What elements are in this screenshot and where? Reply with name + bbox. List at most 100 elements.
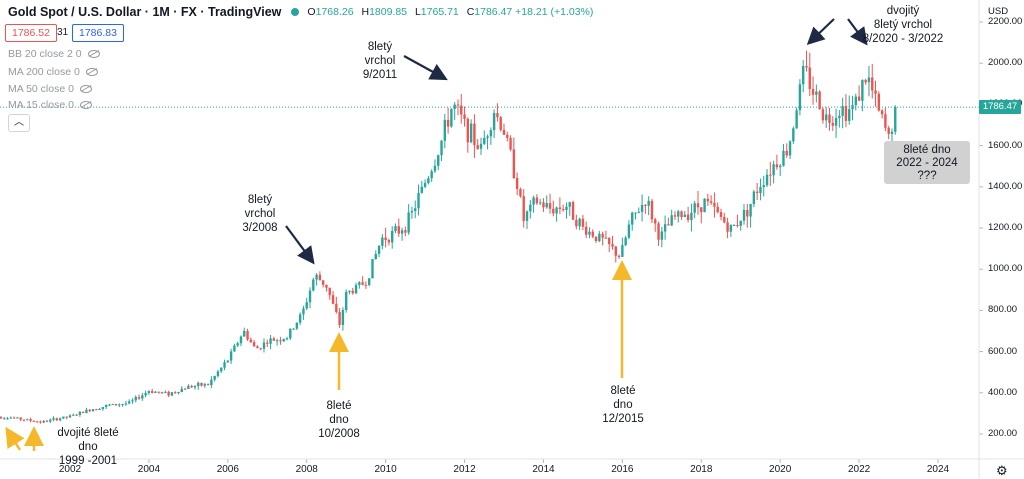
close-key: C [466,6,475,18]
candle-body [739,220,742,226]
arrow-top-2008 [285,225,315,265]
candle-body [871,77,874,91]
candle-body [279,340,282,342]
candle-body [197,382,200,386]
spread-value: 31 [57,27,69,38]
indicator-ma200[interactable]: MA 200 close 0 [8,66,98,78]
candle-body [683,214,687,218]
candle-body [598,233,601,242]
candle-body [127,401,131,404]
eye-off-icon[interactable] [87,50,100,58]
candle-body [49,419,52,422]
eye-off-icon[interactable] [85,68,98,76]
candle-body [713,202,716,207]
candle-body [22,419,26,421]
currency-label[interactable]: USD [988,6,1009,17]
candle-body [637,211,641,213]
candle-body [640,204,644,212]
candle-body [673,215,677,217]
chart-header: Gold Spot / U.S. Dollar · 1M · FX · Trad… [8,5,598,19]
candle-body [584,226,588,235]
candle-body [588,231,591,235]
candle-body [515,177,519,190]
candle-body [525,211,529,221]
y-tick-label: 600.00 [988,345,1018,357]
candle-body [134,397,137,401]
candle-body [321,280,325,285]
candle-body [877,93,881,111]
candle-body [529,204,532,212]
candle-body [716,206,719,213]
candle-body [239,336,243,344]
y-tick-label: 2200.00 [988,16,1023,27]
candle-body [384,237,387,241]
candle-body [292,328,295,330]
candle-body [52,418,55,420]
candle-body [657,223,660,240]
indicator-ma15[interactable]: MA 15 close 0 [8,99,92,111]
candle-body [193,385,197,388]
candle-body [364,284,368,286]
candle-body [857,96,861,101]
candle-body [693,203,696,213]
candle-body [147,391,151,394]
annotation-bottom-2008: 8leté dno 10/2008 [318,400,360,440]
candle-body [608,237,611,245]
x-tick-label: 2002 [58,464,82,475]
candle-body [154,391,157,393]
candle-body [420,186,424,193]
candle-body [686,214,690,221]
gear-icon[interactable]: ⚙ [996,463,1008,478]
chevron-up-icon[interactable]: ︿ [8,114,30,132]
candle-body [644,204,647,206]
candle-body [16,417,19,419]
indicator-label: MA 200 close 0 [8,66,80,78]
candle-body [709,201,713,203]
candle-body [772,164,775,176]
indicator-ma50[interactable]: MA 50 close 0 [8,83,92,95]
indicator-bb[interactable]: BB 20 close 2 0 [8,48,100,60]
low-key: L [414,6,421,18]
candle-body [338,311,341,325]
y-tick-label: 1000.00 [988,263,1023,275]
candle-body [417,192,420,209]
candle-body [703,198,706,213]
candle-body [42,420,45,423]
candle-body [174,392,177,394]
market-status-dot [291,8,300,16]
candle-body [581,218,585,227]
x-tick-label: 2006 [216,464,239,475]
candle-body [486,136,489,138]
candle-body [308,290,312,303]
symbol-title[interactable]: Gold Spot / U.S. Dollar · 1M · FX · Trad… [8,5,282,19]
candle-body [838,115,841,119]
candle-body [55,418,59,421]
candle-body [894,107,897,132]
candle-body [755,191,759,194]
candle-body [469,123,473,143]
candle-body [821,109,825,121]
candle-body [535,197,539,204]
arrow-top-2020-left [806,18,835,46]
candle-body [575,219,578,227]
eye-off-icon[interactable] [79,85,92,93]
candle-body [571,202,575,220]
candle-body [565,206,568,211]
arrow-top-2022-right [847,18,868,46]
candle-body [654,219,657,224]
candle-body [430,171,433,179]
buy-button[interactable]: 1786.83 [72,24,124,42]
candle-body [223,362,226,368]
sell-button[interactable]: 1786.52 [5,24,57,42]
candle-body [12,417,16,419]
candle-body [381,237,384,246]
high-value: 1809.85 [369,6,408,18]
eye-off-icon[interactable] [79,101,92,109]
candle-body [880,110,884,115]
candle-body [39,421,42,423]
candle-body [246,330,249,340]
candle-body [91,409,95,412]
y-tick-label: 400.00 [988,386,1018,398]
candle-body [538,202,542,204]
